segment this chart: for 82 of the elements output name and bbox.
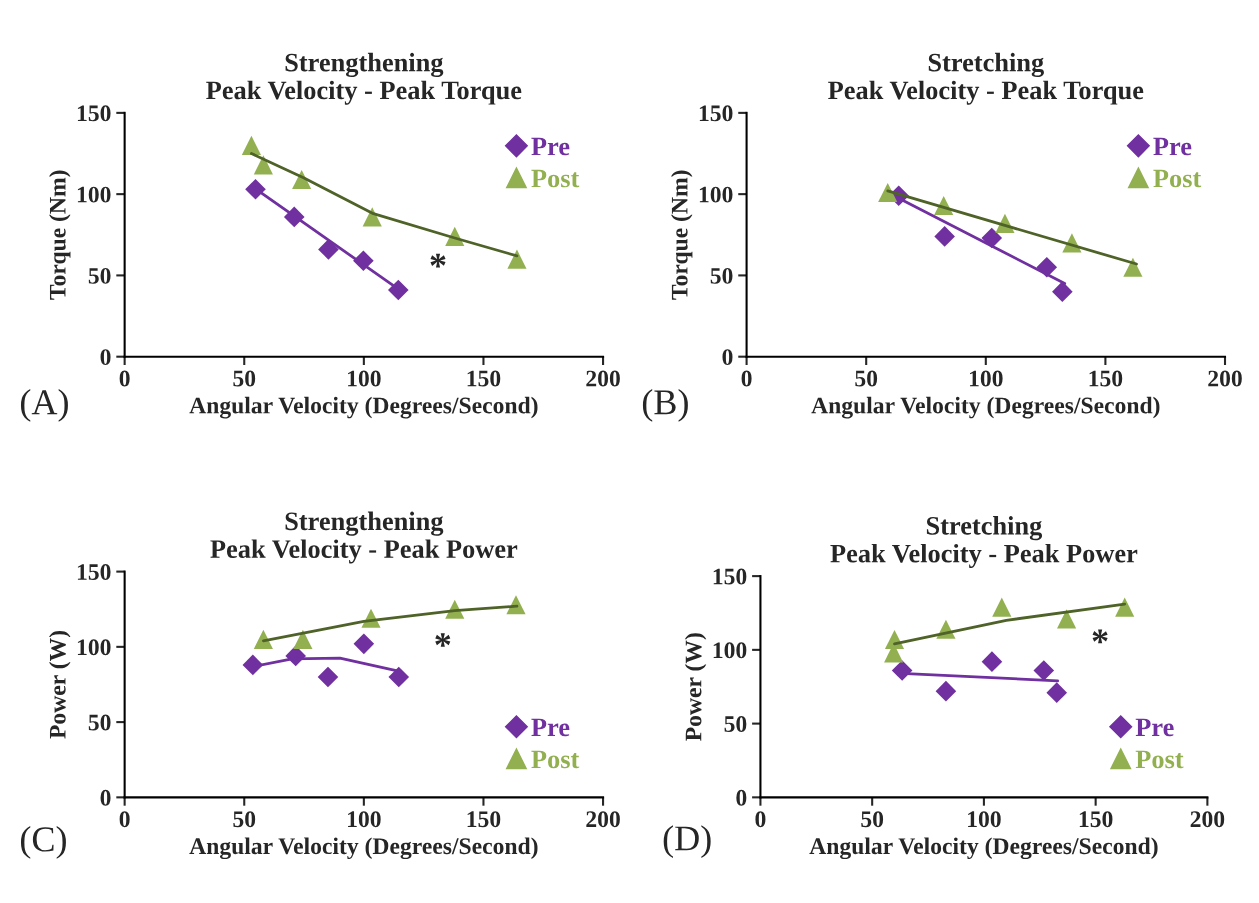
x-tick-label: 50 bbox=[233, 370, 256, 387]
y-tick-label: 100 bbox=[699, 186, 733, 203]
chart-title: Stretching Peak Velocity - Peak Torque bbox=[828, 52, 1144, 105]
x-tick-label: 200 bbox=[1190, 811, 1225, 828]
point bbox=[935, 680, 957, 702]
y-tick-label: 100 bbox=[713, 642, 747, 659]
y-tick-label: 100 bbox=[77, 639, 111, 656]
x-tick-label: 100 bbox=[969, 370, 1003, 387]
legend-label: Pre bbox=[1135, 718, 1174, 737]
x-tick-label: 150 bbox=[467, 811, 501, 828]
y-tick-label: 0 bbox=[100, 349, 111, 366]
x-axis-title: Angular Velocity (Degrees/Second) bbox=[189, 396, 538, 419]
point bbox=[388, 279, 409, 301]
legend-label: Pre bbox=[1153, 137, 1192, 156]
x-axis-title: Angular Velocity (Degrees/Second) bbox=[811, 396, 1160, 419]
x-tick-label: 100 bbox=[968, 811, 1001, 828]
y-tick-label: 150 bbox=[77, 564, 111, 581]
point bbox=[241, 135, 261, 155]
point bbox=[992, 597, 1012, 617]
annotation: * bbox=[435, 633, 451, 647]
point bbox=[1057, 609, 1077, 629]
point bbox=[293, 629, 313, 649]
point bbox=[1046, 682, 1068, 703]
y-tick-label: 50 bbox=[88, 714, 111, 731]
y-tick-label: 0 bbox=[722, 349, 733, 366]
y-axis-title: Torque (Nm) bbox=[671, 170, 693, 300]
point bbox=[981, 651, 1003, 672]
x-tick-label: 150 bbox=[467, 370, 501, 387]
point bbox=[353, 633, 375, 655]
text: (B) bbox=[642, 389, 688, 422]
y-axis-title: Power (W) bbox=[49, 630, 71, 739]
point bbox=[318, 239, 339, 260]
x-tick-label: 50 bbox=[855, 370, 878, 387]
x-tick-label: 200 bbox=[1208, 370, 1242, 387]
x-tick-label: 200 bbox=[586, 370, 620, 387]
x-tick-label: 100 bbox=[348, 811, 381, 828]
point bbox=[1033, 660, 1055, 681]
point bbox=[507, 249, 527, 269]
legend-label: Post bbox=[531, 169, 580, 188]
x-tick-label: 150 bbox=[1079, 811, 1113, 828]
annotation: * bbox=[1092, 629, 1108, 644]
y-axis-title: Power (W) bbox=[684, 633, 707, 741]
text: (C) bbox=[20, 826, 66, 859]
x-axis-title: Angular Velocity (Degrees/Second) bbox=[809, 837, 1158, 860]
point bbox=[388, 666, 410, 688]
y-tick-label: 150 bbox=[699, 105, 733, 122]
legend-label: Pre bbox=[531, 137, 570, 156]
chart-title: Stretching Peak Velocity - Peak Power bbox=[830, 516, 1138, 568]
x-tick-label: 0 bbox=[755, 811, 766, 828]
point bbox=[242, 654, 264, 676]
legend-label: Post bbox=[1153, 169, 1202, 188]
x-tick-label: 200 bbox=[586, 811, 620, 828]
annotation: * bbox=[430, 253, 446, 268]
x-tick-label: 0 bbox=[119, 811, 130, 828]
point bbox=[1052, 281, 1073, 302]
point bbox=[317, 666, 339, 688]
y-tick-label: 50 bbox=[724, 716, 747, 733]
y-tick-label: 50 bbox=[710, 267, 733, 284]
x-tick-label: 50 bbox=[861, 811, 884, 828]
legend-label: Post bbox=[1135, 750, 1184, 769]
x-axis-title: Angular Velocity (Degrees/Second) bbox=[189, 837, 538, 860]
y-tick-label: 50 bbox=[88, 267, 111, 284]
y-tick-label: 100 bbox=[77, 186, 111, 203]
legend-label: Pre bbox=[531, 718, 570, 737]
y-axis-title: Torque (Nm) bbox=[49, 170, 71, 300]
x-tick-label: 150 bbox=[1089, 370, 1123, 387]
y-tick-label: 0 bbox=[100, 789, 111, 806]
chart-title: Strengthening Peak Velocity - Peak Power bbox=[210, 511, 518, 564]
x-tick-label: 50 bbox=[233, 811, 256, 828]
y-tick-label: 150 bbox=[77, 105, 111, 122]
chart-title: Strengthening Peak Velocity - Peak Torque bbox=[206, 52, 522, 105]
point bbox=[1115, 597, 1135, 617]
legend-label: Post bbox=[531, 750, 580, 769]
point bbox=[253, 629, 273, 649]
text: (A) bbox=[20, 389, 68, 422]
y-tick-label: 150 bbox=[713, 568, 747, 585]
point bbox=[981, 227, 1003, 249]
x-tick-label: 0 bbox=[119, 370, 130, 387]
y-tick-label: 0 bbox=[736, 789, 747, 806]
point bbox=[934, 226, 955, 247]
text: (D) bbox=[663, 825, 711, 858]
x-tick-label: 100 bbox=[348, 370, 381, 387]
